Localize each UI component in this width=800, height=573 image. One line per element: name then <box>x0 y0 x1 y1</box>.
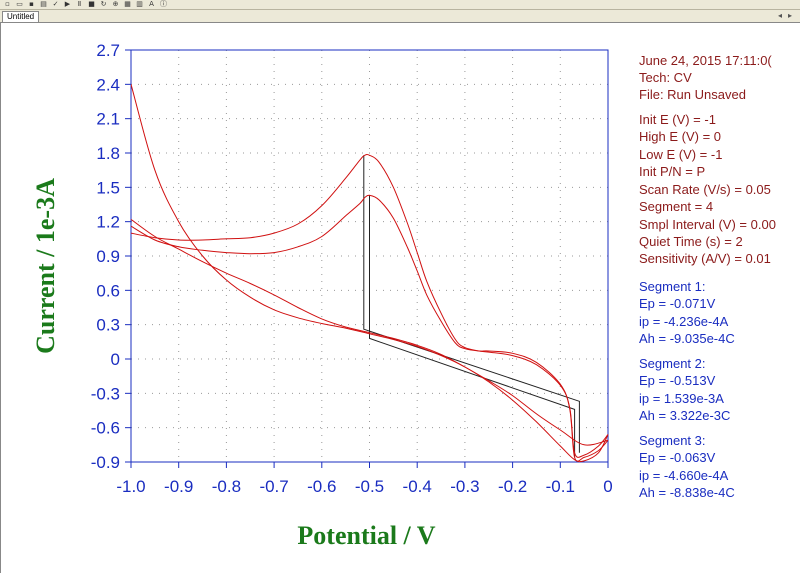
x-tick-label: -0.9 <box>164 477 193 496</box>
y-tick-label: 1.5 <box>96 178 120 197</box>
y-tick-label: 2.1 <box>96 110 120 129</box>
segment-3-ip: ip = -4.660e-4A <box>639 468 729 483</box>
y-tick-label: -0.9 <box>91 453 120 472</box>
param-low-e: Low E (V) = -1 <box>639 147 723 162</box>
segment-1-ah: Ah = -9.035e-4C <box>639 331 735 346</box>
x-tick-label: -0.4 <box>403 477 432 496</box>
x-tick-label: -0.5 <box>355 477 384 496</box>
text-icon[interactable]: A <box>149 0 154 8</box>
graph-icon[interactable]: ▦ <box>124 0 131 8</box>
cv-curve-4 <box>131 218 609 446</box>
info-date: June 24, 2015 17:11:0( <box>639 53 772 68</box>
content-area: -1.0 -0.9 -0.8 -0.7 -0.6 -0.5 -0.4 -0.3 -0.2 -0.1… <box>0 23 800 573</box>
cv-curve-2 <box>131 194 609 462</box>
pause-icon[interactable]: Ⅱ <box>77 0 82 8</box>
segment-1-title: Segment 1: <box>639 279 706 294</box>
x-tick-label: -0.6 <box>307 477 336 496</box>
x-tick-label: -0.2 <box>498 477 527 496</box>
next-tab-icon[interactable]: ▸ <box>788 11 793 20</box>
param-segment: Segment = 4 <box>639 199 714 214</box>
segment-2-title: Segment 2: <box>639 356 706 371</box>
new-icon[interactable]: ▫ <box>5 0 10 8</box>
info-file: File: Run Unsaved <box>639 87 746 102</box>
redo-icon[interactable]: ↻ <box>100 0 107 8</box>
y-tick-label: 0.3 <box>96 316 120 335</box>
param-quiet-time: Quiet Time (s) = 2 <box>639 234 743 249</box>
zoom-icon[interactable]: ⊕ <box>112 0 119 8</box>
tab-bar: Untitled ◂ ▸ <box>0 10 800 23</box>
open-icon[interactable]: ▭ <box>16 0 23 8</box>
prev-tab-icon[interactable]: ◂ <box>778 11 783 20</box>
y-tick-label: -0.6 <box>91 419 120 438</box>
y-tick-label: -0.3 <box>91 384 120 403</box>
segment-2-ip: ip = 1.539e-3A <box>639 391 724 406</box>
color-icon[interactable]: ▥ <box>136 0 143 8</box>
y-tick-label: 1.8 <box>96 144 120 163</box>
cv-chart: -1.0 -0.9 -0.8 -0.7 -0.6 -0.5 -0.4 -0.3 -0.2 -0.1… <box>31 41 613 550</box>
x-tick-label: -1.0 <box>116 477 145 496</box>
segment-2-ah: Ah = 3.322e-3C <box>639 408 731 423</box>
segment-2-ep: Ep = -0.513V <box>639 373 716 388</box>
print-icon[interactable]: ▤ <box>40 0 47 8</box>
tab-untitled[interactable]: Untitled <box>2 11 40 22</box>
y-tick-label: 0 <box>111 350 120 369</box>
y-axis-label: Current / 1e-3A <box>31 178 60 354</box>
stop-icon[interactable]: ■ <box>88 0 95 8</box>
save-icon[interactable]: ▪ <box>29 0 34 8</box>
segment-3-ah: Ah = -8.838e-4C <box>639 485 735 500</box>
check-icon[interactable]: ✓ <box>52 0 59 8</box>
y-tick-label: 2.4 <box>96 75 120 94</box>
cv-curve-1 <box>131 154 609 458</box>
baseline-2 <box>369 195 576 458</box>
x-tick-label: 0 <box>603 477 612 496</box>
y-tick-label: 1.2 <box>96 213 120 232</box>
info-icon[interactable]: ⓘ <box>160 0 167 8</box>
x-tick-label: -0.3 <box>450 477 479 496</box>
baseline-1 <box>363 155 580 453</box>
segment-1-ep: Ep = -0.071V <box>639 296 716 311</box>
param-scan-rate: Scan Rate (V/s) = 0.05 <box>639 182 771 197</box>
segment-3-ep: Ep = -0.063V <box>639 450 716 465</box>
param-init-pn: Init P/N = P <box>639 164 706 179</box>
segment-1-ip: ip = -4.236e-4A <box>639 314 729 329</box>
info-tech: Tech: CV <box>639 70 692 85</box>
x-tick-label: -0.7 <box>259 477 288 496</box>
play-icon[interactable]: ▶ <box>64 0 71 8</box>
param-high-e: High E (V) = 0 <box>639 129 722 144</box>
param-smpl-interval: Smpl Interval (V) = 0.00 <box>639 217 776 232</box>
cv-curve-3 <box>131 84 609 463</box>
x-tick-label: -0.1 <box>546 477 575 496</box>
y-tick-label: 0.9 <box>96 247 120 266</box>
x-tick-label: -0.8 <box>212 477 241 496</box>
x-axis-label: Potential / V <box>297 521 435 550</box>
param-init-e: Init E (V) = -1 <box>639 112 716 127</box>
segment-3-title: Segment 3: <box>639 433 706 448</box>
param-sensitivity: Sensitivity (A/V) = 0.01 <box>639 251 771 266</box>
y-tick-label: 0.6 <box>96 281 120 300</box>
y-tick-label: 2.7 <box>96 41 120 60</box>
